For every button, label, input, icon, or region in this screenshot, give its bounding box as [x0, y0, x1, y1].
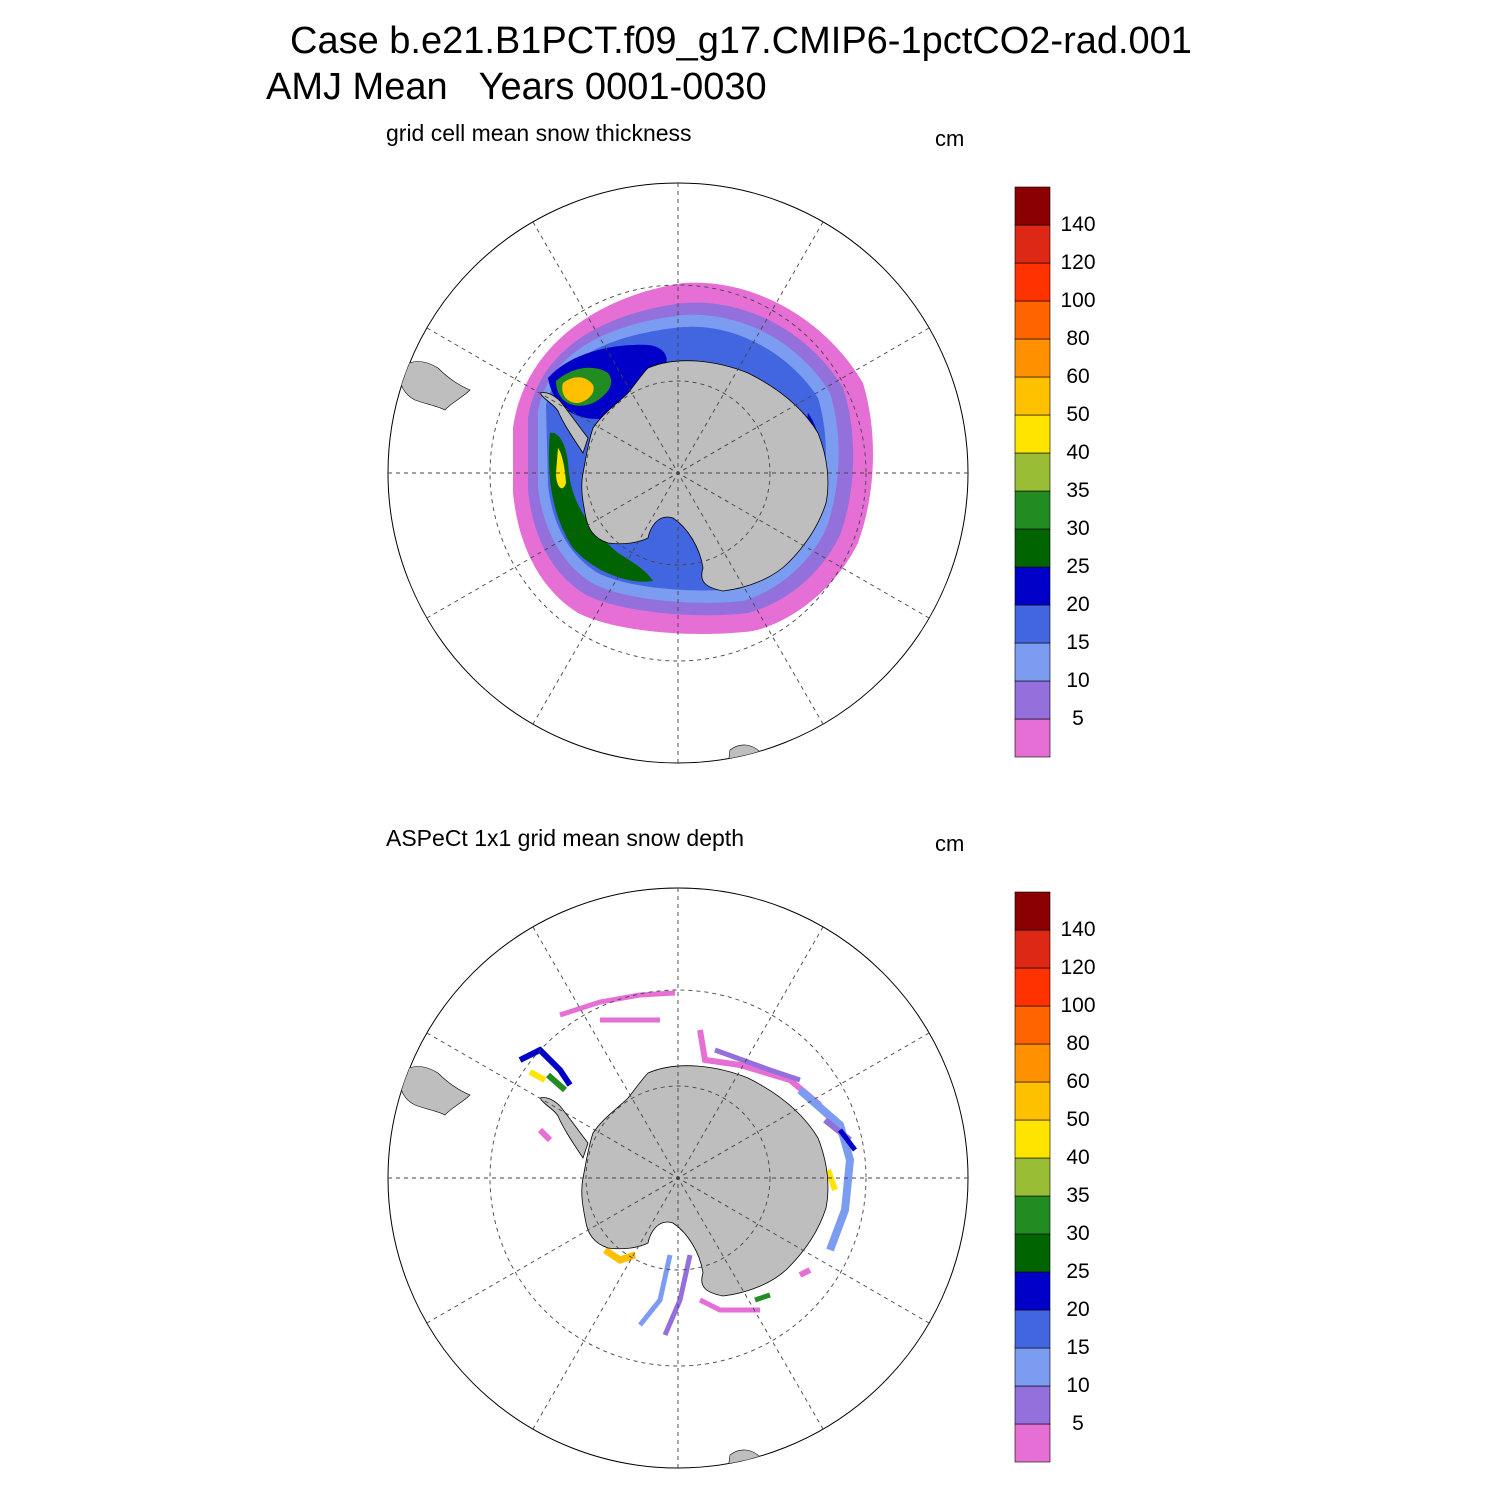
panel2-south-america: [399, 1066, 471, 1116]
colorbar-tick-label: 120: [1060, 956, 1096, 979]
colorbar-swatch: [1014, 186, 1051, 226]
colorbar-swatch: [1014, 452, 1051, 492]
colorbar-tick-label: 100: [1060, 289, 1096, 312]
colorbar-tick-label: 120: [1060, 251, 1096, 274]
colorbar-tick-label: 50: [1066, 403, 1090, 426]
panel1-units: cm: [935, 126, 965, 151]
panel2-australia-tip: [727, 1449, 761, 1468]
colorbar-swatch: [1014, 1309, 1051, 1349]
colorbar-tick-label: 40: [1066, 441, 1090, 464]
colorbar-tick-label: 20: [1066, 1298, 1090, 1321]
panel2-units: cm: [935, 831, 965, 856]
colorbar-swatch: [1014, 967, 1051, 1007]
colorbar-swatch: [1014, 1233, 1051, 1273]
colorbar-tick-label: 5: [1072, 1412, 1084, 1435]
colorbar-tick-label: 140: [1060, 918, 1096, 941]
panel2-subtitle: ASPeCt 1x1 grid mean snow depth: [386, 825, 744, 851]
panel2-graticule: [388, 888, 968, 1468]
colorbar-tick-label: 35: [1066, 1184, 1090, 1207]
colorbar-tick-label: 25: [1066, 555, 1090, 578]
colorbar-swatch: [1014, 376, 1051, 416]
main-title-line2: AMJ Mean Years 0001-0030: [266, 66, 767, 108]
colorbar-swatch: [1014, 891, 1051, 931]
panel1-graticule: [388, 183, 968, 763]
colorbar-swatch: [1014, 1157, 1051, 1197]
colorbar-swatch: [1014, 1081, 1051, 1121]
colorbar-tick-label: 15: [1066, 631, 1090, 654]
colorbar-tick-label: 10: [1066, 669, 1090, 692]
colorbar-tick-label: 15: [1066, 1336, 1090, 1359]
panel2-colorbar: [1014, 891, 1051, 1463]
colorbar-swatch: [1014, 718, 1051, 758]
colorbar-swatch: [1014, 1043, 1051, 1083]
colorbar-swatch: [1014, 1271, 1051, 1311]
colorbar-swatch: [1014, 224, 1051, 264]
colorbar-tick-label: 5: [1072, 707, 1084, 730]
colorbar-swatch: [1014, 490, 1051, 530]
main-title-line1: Case b.e21.B1PCT.f09_g17.CMIP6-1pctCO2-r…: [290, 20, 1192, 62]
colorbar-tick-label: 25: [1066, 1260, 1090, 1283]
colorbar-tick-label: 100: [1060, 994, 1096, 1017]
colorbar-swatch: [1014, 300, 1051, 340]
panel2-map: [387, 887, 969, 1469]
colorbar-swatch: [1014, 680, 1051, 720]
colorbar-swatch: [1014, 262, 1051, 302]
colorbar-tick-label: 80: [1066, 1032, 1090, 1055]
panel1-subtitle: grid cell mean snow thickness: [386, 120, 692, 146]
panel1-colorbar: [1014, 186, 1051, 758]
colorbar-tick-label: 40: [1066, 1146, 1090, 1169]
colorbar-tick-label: 140: [1060, 213, 1096, 236]
colorbar-swatch: [1014, 1195, 1051, 1235]
colorbar-tick-label: 50: [1066, 1108, 1090, 1131]
colorbar-tick-label: 80: [1066, 327, 1090, 350]
panel1-snow-field: [513, 282, 874, 634]
panel1-south-america: [399, 361, 471, 411]
colorbar-swatch: [1014, 1005, 1051, 1045]
colorbar-swatch: [1014, 929, 1051, 969]
colorbar-tick-label: 20: [1066, 593, 1090, 616]
colorbar-tick-label: 10: [1066, 1374, 1090, 1397]
colorbar-swatch: [1014, 528, 1051, 568]
colorbar-swatch: [1014, 414, 1051, 454]
colorbar-swatch: [1014, 1423, 1051, 1463]
colorbar-tick-label: 30: [1066, 1222, 1090, 1245]
colorbar-swatch: [1014, 338, 1051, 378]
colorbar-swatch: [1014, 642, 1051, 682]
colorbar-tick-label: 30: [1066, 517, 1090, 540]
colorbar-swatch: [1014, 604, 1051, 644]
panel2-observations: [518, 990, 857, 1336]
colorbar-swatch: [1014, 1385, 1051, 1425]
panel1-map: [387, 182, 969, 764]
colorbar-swatch: [1014, 566, 1051, 606]
colorbar-swatch: [1014, 1347, 1051, 1387]
panel1-australia-tip: [727, 744, 761, 763]
colorbar-tick-label: 60: [1066, 1070, 1090, 1093]
colorbar-swatch: [1014, 1119, 1051, 1159]
colorbar-tick-label: 35: [1066, 479, 1090, 502]
colorbar-tick-label: 60: [1066, 365, 1090, 388]
